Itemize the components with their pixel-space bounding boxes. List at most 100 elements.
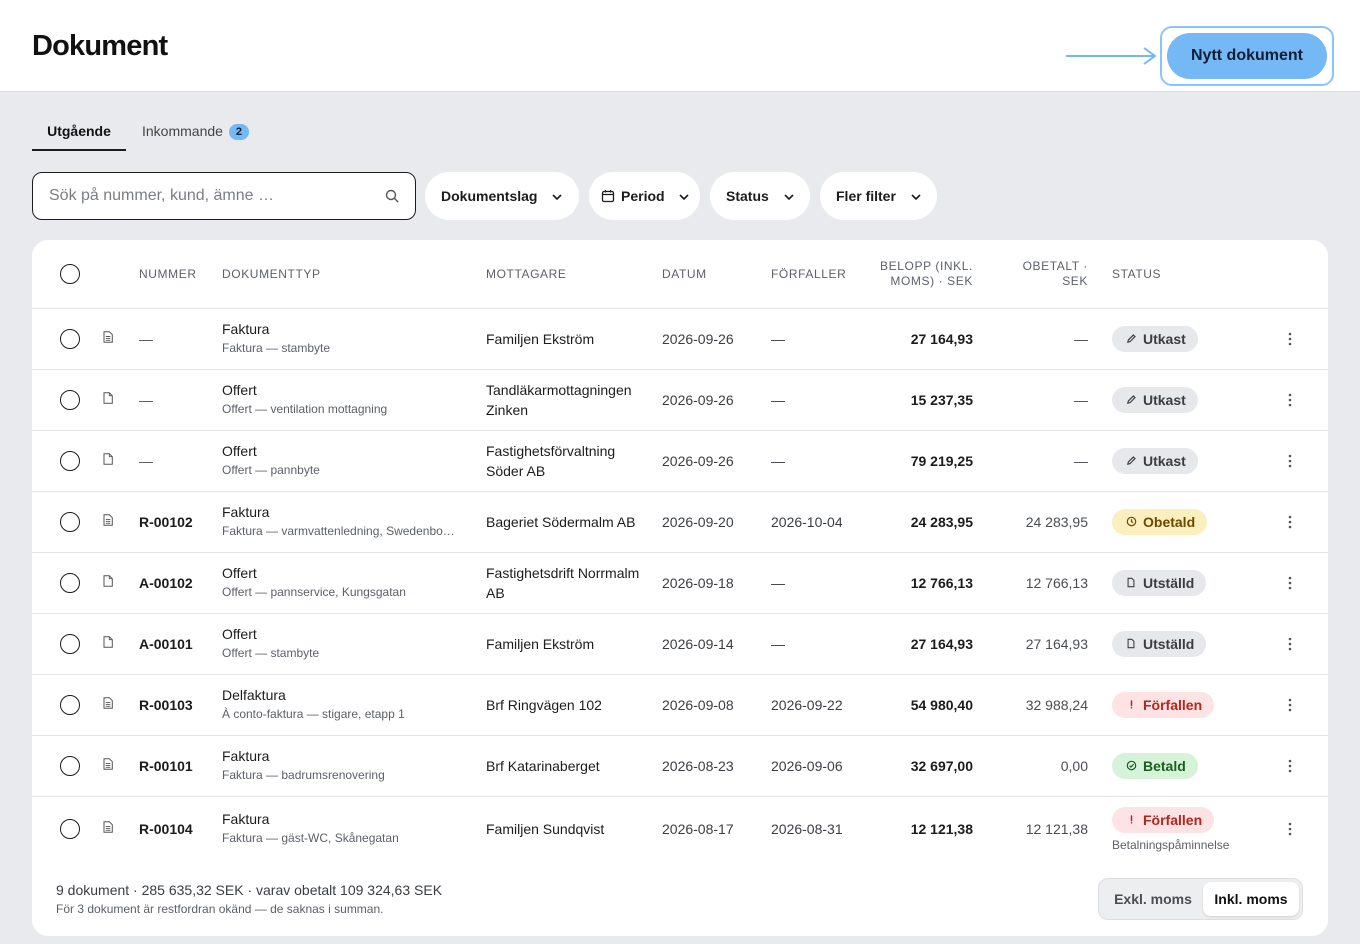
document-number[interactable]: R-00101 xyxy=(139,757,193,774)
doc-lines-icon xyxy=(103,696,113,709)
document-subtitle: Faktura — varmvattenledning, Swedenbo… xyxy=(222,523,455,538)
filter-more[interactable]: Fler filter xyxy=(820,172,937,220)
filter-status[interactable]: Status xyxy=(710,172,810,220)
search-icon[interactable] xyxy=(385,189,399,203)
document-number[interactable]: A-00101 xyxy=(139,635,193,652)
kebab-menu-icon[interactable] xyxy=(1282,514,1298,530)
row-checkbox[interactable] xyxy=(60,511,80,532)
row-checkbox[interactable] xyxy=(60,572,80,593)
column-header-unpaid[interactable]: OBETALT · SEK xyxy=(1023,259,1088,289)
table-row[interactable]: — Offert Offert — pannbyte Fastighetsförval… xyxy=(32,431,1328,492)
document-type[interactable]: Faktura xyxy=(222,503,270,520)
document-type[interactable]: Faktura xyxy=(222,747,270,764)
status-note: Betalningspåminnelse xyxy=(1112,837,1230,852)
column-header-date[interactable]: DATUM xyxy=(662,267,707,281)
search-input[interactable] xyxy=(49,173,369,219)
document-number[interactable]: R-00103 xyxy=(139,696,193,713)
summary-note: För 3 dokument är restfordran okänd — de… xyxy=(56,902,384,916)
document-date: 2026-09-18 xyxy=(662,574,734,591)
table-row[interactable]: R-00103 Delfaktura À conto-faktura — stiga… xyxy=(32,675,1328,736)
status-badge: Utkast xyxy=(1112,386,1198,415)
chevron-down-icon xyxy=(679,194,690,201)
filter-period-label: Period xyxy=(621,188,665,204)
document-number[interactable]: — xyxy=(139,391,153,408)
row-checkbox[interactable] xyxy=(60,389,80,410)
status-badge-label: Förfallen xyxy=(1143,696,1203,713)
table-row[interactable]: R-00104 Faktura Faktura — gäst-WC, Skånega… xyxy=(32,797,1328,862)
table-row[interactable]: R-00101 Faktura Faktura — badrumsrenoverin… xyxy=(32,736,1328,797)
table-row[interactable]: A-00101 Offert Offert — stambyte Familjen E… xyxy=(32,614,1328,675)
exclamation-icon xyxy=(1124,809,1138,835)
kebab-menu-icon[interactable] xyxy=(1282,392,1298,408)
status-badge-label: Betald xyxy=(1143,757,1186,774)
calendar-icon xyxy=(601,190,615,203)
recipient: Familjen Ekström xyxy=(486,330,595,347)
unpaid-amount: 24 283,95 xyxy=(1025,513,1088,530)
document-type[interactable]: Faktura xyxy=(222,810,270,827)
row-checkbox[interactable] xyxy=(60,694,80,715)
kebab-menu-icon[interactable] xyxy=(1282,453,1298,469)
document-number[interactable]: — xyxy=(139,330,153,347)
table-row[interactable]: — Offert Offert — ventilation mottagning Ta… xyxy=(32,370,1328,431)
tab-incoming[interactable]: Inkommande 2 xyxy=(142,114,249,151)
new-document-focus-ring: Nytt dokument xyxy=(1160,26,1334,86)
document-type[interactable]: Delfaktura xyxy=(222,686,286,703)
vat-incl-option[interactable]: Inkl. moms xyxy=(1203,882,1299,916)
document-type[interactable]: Faktura xyxy=(222,320,270,337)
doc-icon xyxy=(103,635,113,648)
column-header-due[interactable]: FÖRFALLER xyxy=(771,267,847,281)
document-type[interactable]: Offert xyxy=(222,564,257,581)
tab-outgoing[interactable]: Utgående xyxy=(32,114,126,151)
column-header-recipient[interactable]: MOTTAGARE xyxy=(486,267,567,281)
filter-document-type[interactable]: Dokumentslag xyxy=(425,172,579,220)
table-row[interactable]: — Faktura Faktura — stambyte Familjen Ekstr… xyxy=(32,309,1328,370)
status-badge: Utkast xyxy=(1112,447,1198,474)
status-badge: Utkast xyxy=(1112,325,1198,352)
table-row[interactable]: A-00102 Offert Offert — pannservice, Kungs… xyxy=(32,553,1328,614)
document-date: 2026-09-26 xyxy=(662,452,734,469)
row-checkbox[interactable] xyxy=(60,328,80,349)
row-checkbox[interactable] xyxy=(60,633,80,654)
filter-period[interactable]: Period xyxy=(589,172,700,220)
column-header-amount[interactable]: BELOPP (INKL. MOMS) · SEK xyxy=(880,259,973,289)
new-document-button[interactable]: Nytt dokument xyxy=(1167,33,1327,79)
kebab-menu-icon[interactable] xyxy=(1282,758,1298,774)
clock-icon xyxy=(1124,511,1138,537)
due-date: 2026-09-06 xyxy=(771,757,843,774)
document-subtitle: Faktura — badrumsrenovering xyxy=(222,767,385,782)
due-date: 2026-09-22 xyxy=(771,696,843,713)
row-checkbox[interactable] xyxy=(60,450,80,471)
recipient: Tandläkarmottagningen Zinken xyxy=(486,381,632,418)
column-header-status[interactable]: STATUS xyxy=(1112,267,1162,281)
recipient: Brf Katarinaberget xyxy=(486,757,600,774)
row-checkbox[interactable] xyxy=(60,755,80,776)
select-all-checkbox[interactable] xyxy=(60,264,80,284)
status-badge: Förfallen xyxy=(1112,691,1215,718)
column-header-document-type[interactable]: DOKUMENTTYP xyxy=(222,267,321,281)
document-number[interactable]: A-00102 xyxy=(139,574,193,591)
chevron-down-icon xyxy=(784,194,794,201)
document-type[interactable]: Offert xyxy=(222,381,257,398)
unpaid-amount: — xyxy=(1074,452,1088,469)
document-type[interactable]: Offert xyxy=(222,625,257,642)
document-number[interactable]: R-00102 xyxy=(139,513,193,530)
doc-icon xyxy=(103,452,113,465)
document-number[interactable]: R-00104 xyxy=(139,820,193,837)
kebab-menu-icon[interactable] xyxy=(1282,636,1298,652)
recipient: Bageriet Södermalm AB xyxy=(486,513,636,530)
kebab-menu-icon[interactable] xyxy=(1282,575,1298,591)
unpaid-amount: 0,00 xyxy=(1060,757,1088,774)
column-header-unpaid-line2: SEK xyxy=(1062,274,1088,288)
filter-status-label: Status xyxy=(726,188,769,204)
table-row[interactable]: R-00102 Faktura Faktura — varmvattenlednin… xyxy=(32,492,1328,553)
row-checkbox[interactable] xyxy=(60,818,80,839)
document-type[interactable]: Offert xyxy=(222,442,257,459)
kebab-menu-icon[interactable] xyxy=(1282,821,1298,837)
amount: 12 766,13 xyxy=(910,574,973,591)
document-number[interactable]: — xyxy=(139,452,153,469)
kebab-menu-icon[interactable] xyxy=(1282,331,1298,347)
pencil-icon xyxy=(1124,389,1138,415)
column-header-number[interactable]: NUMMER xyxy=(139,267,197,281)
vat-excl-option[interactable]: Exkl. moms xyxy=(1114,891,1192,907)
kebab-menu-icon[interactable] xyxy=(1282,697,1298,713)
